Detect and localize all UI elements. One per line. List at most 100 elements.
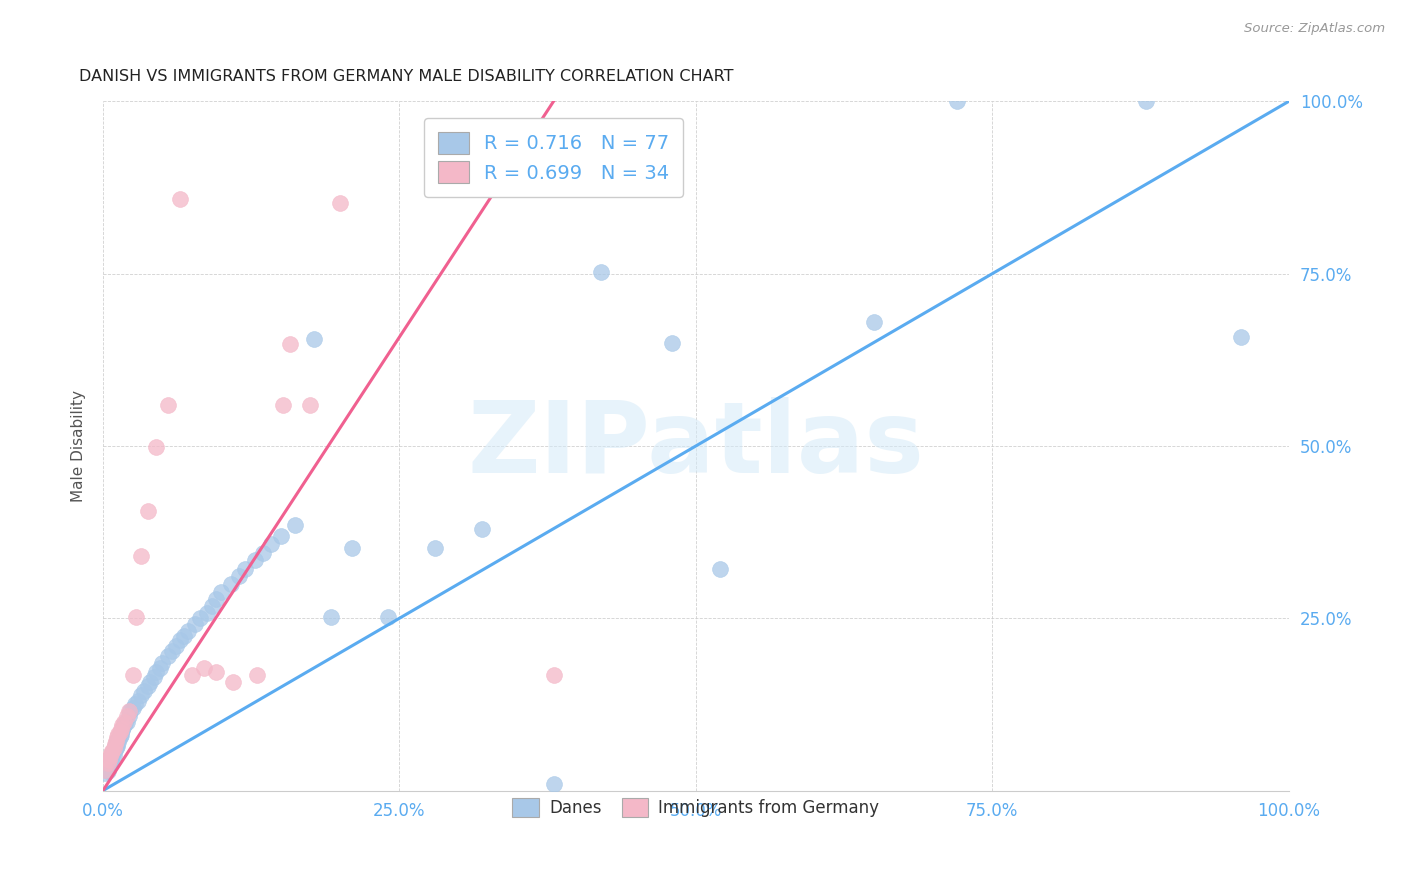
Point (104, 740, 127, 755)
Point (105, 739, 128, 753)
Text: DANISH VS IMMIGRANTS FROM GERMANY MALE DISABILITY CORRELATION CHART: DANISH VS IMMIGRANTS FROM GERMANY MALE D… (79, 69, 734, 84)
Point (108, 730, 131, 744)
Point (145, 441, 167, 455)
Point (97, 756, 120, 770)
Point (136, 504, 159, 518)
Point (111, 718, 134, 732)
Point (104, 734, 127, 748)
Point (96, 763, 118, 777)
Point (340, 541, 363, 555)
Y-axis label: Male Disability: Male Disability (72, 390, 86, 502)
Point (862, 315, 884, 329)
Point (543, 668, 565, 682)
Point (139, 674, 162, 689)
Point (160, 644, 183, 658)
Point (377, 610, 399, 624)
Text: Source: ZipAtlas.com: Source: ZipAtlas.com (1244, 22, 1385, 36)
Point (589, 265, 612, 279)
Point (97, 753, 120, 767)
Point (204, 592, 226, 607)
Point (100, 755, 122, 769)
Point (101, 746, 124, 760)
Point (127, 694, 149, 708)
Point (149, 661, 172, 675)
Point (1230, 330, 1253, 344)
Point (125, 610, 148, 624)
Point (98, 757, 121, 772)
Point (107, 727, 129, 741)
Point (110, 722, 132, 736)
Point (222, 674, 245, 689)
Point (112, 714, 135, 729)
Point (94, 763, 117, 777)
Point (173, 628, 195, 642)
Point (180, 668, 202, 682)
Point (319, 610, 342, 624)
Point (98, 749, 121, 764)
Point (1135, 95, 1157, 109)
Point (121, 668, 143, 682)
Text: ZIPatlas: ZIPatlas (467, 398, 924, 494)
Point (114, 716, 136, 731)
Point (423, 541, 446, 555)
Point (103, 744, 125, 758)
Point (543, 777, 565, 791)
Legend: Danes, Immigrants from Germany: Danes, Immigrants from Germany (506, 791, 886, 823)
Point (193, 661, 215, 675)
Point (121, 701, 143, 715)
Point (195, 606, 218, 620)
Point (115, 714, 138, 729)
Point (157, 398, 180, 412)
Point (169, 633, 191, 648)
Point (97, 762, 120, 776)
Point (945, 95, 967, 109)
Point (709, 562, 731, 576)
Point (204, 665, 226, 679)
Point (97, 756, 120, 770)
Point (129, 549, 152, 564)
Point (94, 766, 117, 780)
Point (110, 729, 132, 743)
Point (107, 735, 129, 749)
Point (110, 725, 132, 739)
Point (299, 398, 322, 412)
Point (129, 689, 152, 703)
Point (112, 718, 135, 732)
Point (329, 196, 352, 211)
Point (260, 537, 283, 551)
Point (233, 562, 256, 576)
Point (98, 753, 121, 767)
Point (97, 764, 120, 779)
Point (136, 679, 159, 693)
Point (101, 749, 124, 764)
Point (284, 518, 307, 533)
Point (302, 332, 325, 346)
Point (115, 709, 138, 723)
Point (150, 656, 173, 670)
Point (100, 746, 122, 760)
Point (142, 670, 165, 684)
Point (108, 725, 131, 739)
Point (104, 739, 127, 753)
Point (471, 522, 494, 536)
Point (169, 192, 191, 206)
Point (120, 704, 142, 718)
Point (271, 398, 294, 412)
Point (252, 546, 274, 560)
Point (112, 720, 135, 734)
Point (103, 740, 125, 755)
Point (177, 624, 200, 638)
Point (118, 709, 141, 723)
Point (134, 683, 156, 698)
Point (184, 616, 207, 631)
Point (105, 730, 128, 744)
Point (165, 639, 187, 653)
Point (111, 723, 134, 737)
Point (278, 337, 301, 351)
Point (101, 744, 124, 758)
Point (104, 737, 127, 751)
Point (97, 759, 120, 773)
Point (211, 585, 233, 599)
Point (105, 734, 128, 748)
Point (243, 552, 266, 566)
